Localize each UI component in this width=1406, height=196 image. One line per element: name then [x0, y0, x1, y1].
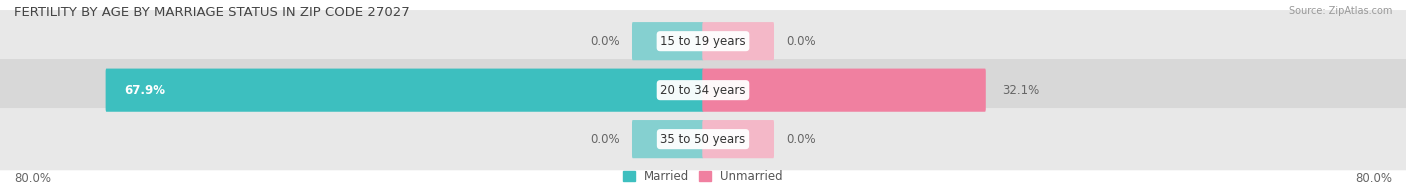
- Text: 80.0%: 80.0%: [14, 172, 51, 185]
- FancyBboxPatch shape: [703, 69, 986, 112]
- FancyBboxPatch shape: [703, 22, 775, 60]
- Text: 0.0%: 0.0%: [591, 35, 620, 48]
- Text: Source: ZipAtlas.com: Source: ZipAtlas.com: [1288, 6, 1392, 16]
- FancyBboxPatch shape: [0, 10, 1406, 72]
- Text: 0.0%: 0.0%: [591, 133, 620, 146]
- FancyBboxPatch shape: [0, 108, 1406, 170]
- Text: 80.0%: 80.0%: [1355, 172, 1392, 185]
- FancyBboxPatch shape: [105, 69, 704, 112]
- Text: 15 to 19 years: 15 to 19 years: [661, 35, 745, 48]
- Text: 20 to 34 years: 20 to 34 years: [661, 84, 745, 97]
- Legend: Married, Unmarried: Married, Unmarried: [619, 166, 787, 188]
- Text: 67.9%: 67.9%: [124, 84, 165, 97]
- Text: 35 to 50 years: 35 to 50 years: [661, 133, 745, 146]
- FancyBboxPatch shape: [633, 120, 704, 158]
- Text: 0.0%: 0.0%: [786, 133, 815, 146]
- FancyBboxPatch shape: [703, 120, 775, 158]
- FancyBboxPatch shape: [0, 59, 1406, 121]
- Text: 0.0%: 0.0%: [786, 35, 815, 48]
- FancyBboxPatch shape: [633, 22, 704, 60]
- Text: 32.1%: 32.1%: [1002, 84, 1040, 97]
- Text: FERTILITY BY AGE BY MARRIAGE STATUS IN ZIP CODE 27027: FERTILITY BY AGE BY MARRIAGE STATUS IN Z…: [14, 6, 409, 19]
